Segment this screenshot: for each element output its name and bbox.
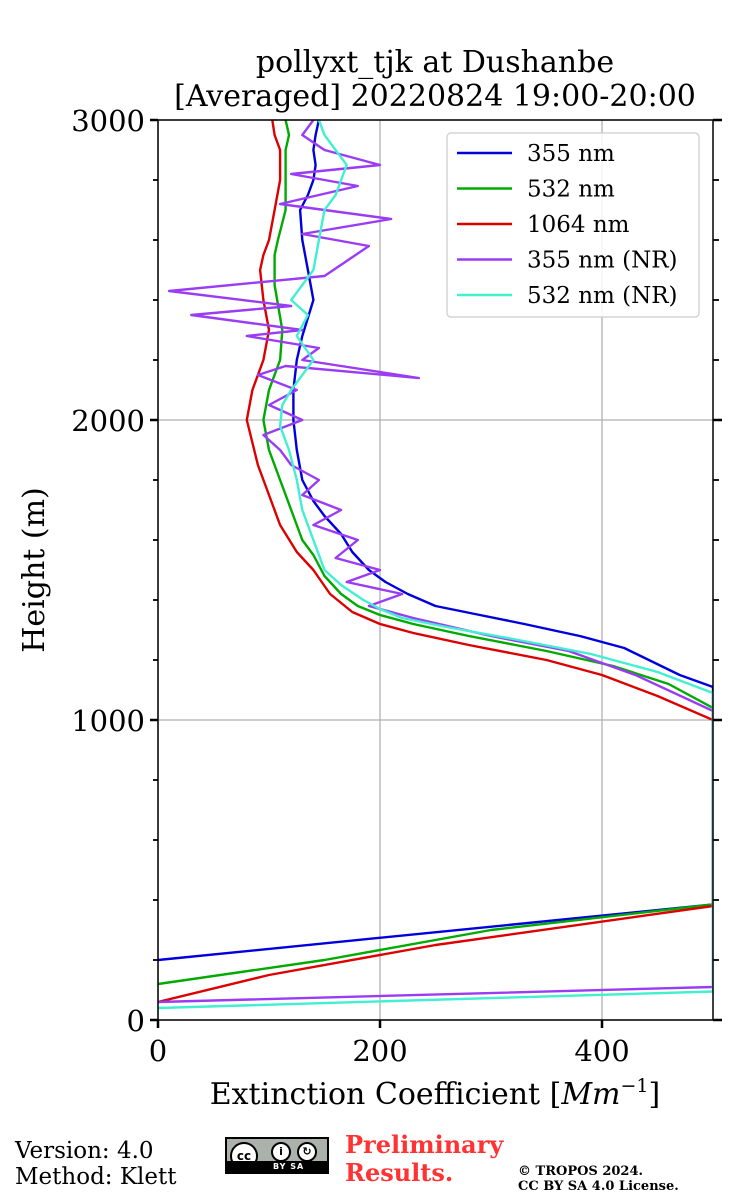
copyright-line1: © TROPOS 2024. — [518, 1164, 644, 1179]
series-line-2 — [158, 120, 713, 1004]
x-tick-label: 0 — [149, 1034, 167, 1068]
y-tick-label: 2000 — [71, 404, 145, 438]
plot-frame — [157, 119, 714, 1021]
cc-license-badge: cc i ↻ BY SA — [225, 1137, 329, 1174]
copyright-notice: © TROPOS 2024. CC BY SA 4.0 License. — [518, 1164, 679, 1194]
preliminary-notice: Preliminary Results. — [345, 1131, 503, 1187]
legend-label-2: 1064 nm — [527, 212, 630, 238]
legend-label-3: 355 nm (NR) — [527, 248, 678, 274]
version-label: Version: 4.0 — [15, 1138, 154, 1164]
preliminary-line2: Results. — [345, 1158, 454, 1187]
copyright-line2: CC BY SA 4.0 License. — [518, 1179, 679, 1194]
x-axis-label: Extinction Coefficient [Mm−1] — [210, 1075, 661, 1112]
legend-box — [446, 132, 700, 318]
cc-badge-bar — [227, 1161, 327, 1172]
y-tick-label: 0 — [127, 1004, 145, 1038]
legend: 355 nm 532 nm 1064 nm 355 nm (NR) 532 nm (NR… — [446, 132, 700, 318]
series-line-3 — [158, 120, 713, 1004]
cc-badge-text: BY SA — [273, 1162, 305, 1171]
y-tick-label: 3000 — [71, 104, 145, 138]
series-line-4 — [158, 120, 713, 1010]
series-line-1 — [158, 120, 713, 986]
chart-title-line1: pollyxt_tjk at Dushanbe — [256, 45, 614, 80]
preliminary-line1: Preliminary — [345, 1130, 504, 1159]
y-axis-label: Height (m) — [17, 487, 52, 652]
version-info: Version: 4.0 Method: Klett — [15, 1138, 176, 1190]
legend-label-1: 532 nm — [527, 177, 615, 203]
axis-ticks: 0 200 400 0 1000 2000 3000 — [71, 104, 722, 1068]
x-tick-label: 200 — [352, 1034, 407, 1068]
share-alike-icon: ↻ — [297, 1142, 317, 1162]
series-lines — [158, 120, 713, 1010]
method-label: Method: Klett — [15, 1164, 177, 1190]
legend-label-0: 355 nm — [527, 141, 615, 167]
legend-label-4: 532 nm (NR) — [527, 283, 678, 309]
y-tick-label: 1000 — [71, 704, 145, 738]
attribution-icon: i — [271, 1142, 291, 1162]
chart-title-line2: [Averaged] 20220824 19:00-20:00 — [174, 79, 696, 114]
x-tick-label: 400 — [574, 1034, 629, 1068]
